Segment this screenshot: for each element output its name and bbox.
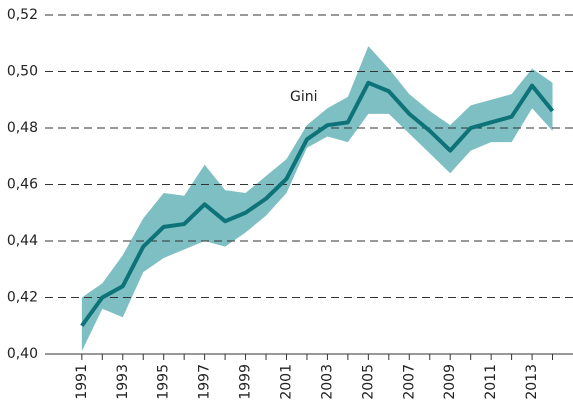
- x-tick-label: 2007: [401, 364, 417, 400]
- x-tick-label: 1997: [197, 364, 213, 400]
- confidence-band: [81, 46, 553, 352]
- x-tick-label: 2011: [483, 364, 499, 400]
- x-tick-label: 1991: [74, 364, 90, 400]
- x-tick-label: 2005: [360, 364, 376, 400]
- x-tick-label: 1993: [115, 364, 131, 400]
- y-tick-label: 0,52: [7, 7, 38, 23]
- x-tick-label: 1999: [238, 364, 254, 400]
- x-tick-label: 2009: [442, 364, 458, 400]
- y-tick-label: 0,50: [7, 64, 38, 80]
- y-tick-label: 0,44: [7, 233, 38, 249]
- line: [80, 80, 555, 327]
- y-tick-label: 0,46: [7, 177, 38, 193]
- x-tick-label: 2003: [319, 364, 335, 400]
- x-tick-label: 1995: [156, 364, 172, 400]
- x-tick-label: 2013: [524, 364, 540, 400]
- y-tick-label: 0,40: [7, 346, 38, 362]
- series-label: Gini: [290, 89, 318, 105]
- y-tick-label: 0,48: [7, 120, 38, 136]
- x-tick-label: 2001: [278, 364, 294, 400]
- y-tick-label: 0,42: [7, 290, 38, 306]
